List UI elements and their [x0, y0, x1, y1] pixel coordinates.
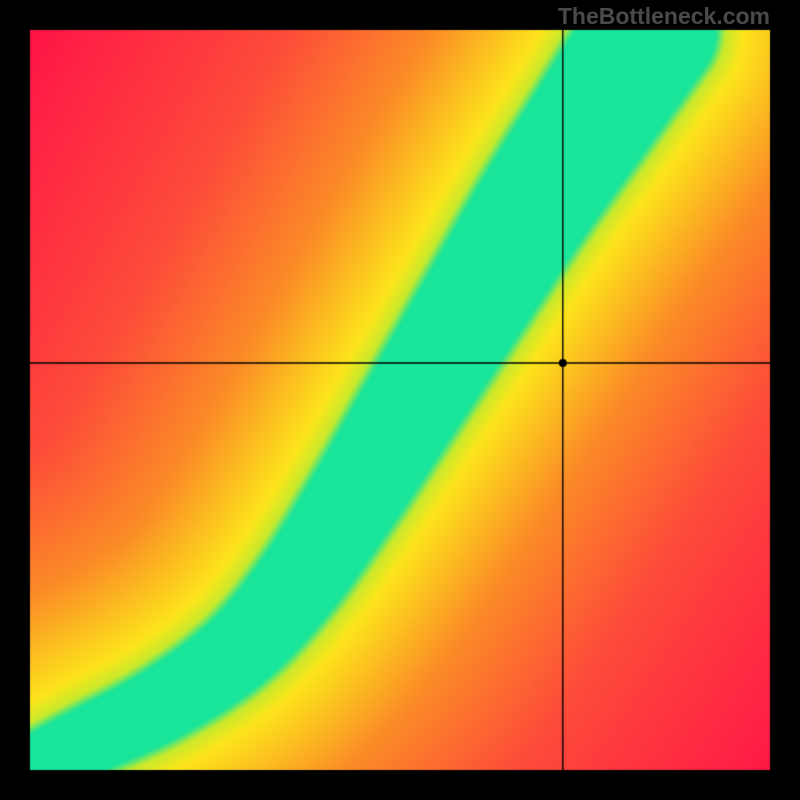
watermark-text: TheBottleneck.com	[558, 3, 770, 30]
chart-container: TheBottleneck.com	[0, 0, 800, 800]
bottleneck-heatmap-canvas	[0, 0, 800, 800]
